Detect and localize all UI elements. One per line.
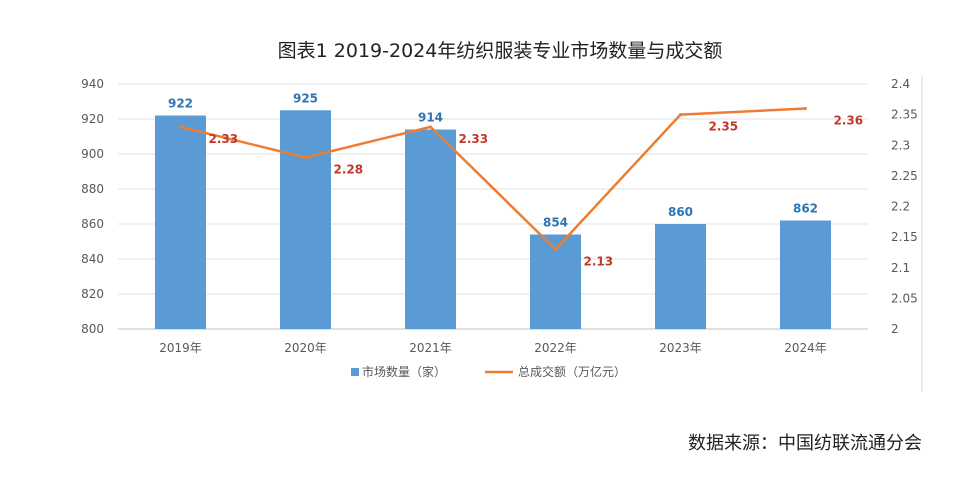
- right-axis-ticks: 2 2.05 2.1 2.15 2.2 2.25 2.3 2.35 2.4: [891, 77, 918, 336]
- line-value-label: 2.36: [834, 114, 864, 128]
- legend-bar-swatch: [351, 368, 359, 376]
- line-value-label: 2.33: [209, 132, 239, 146]
- category-labels: 2019年 2020年 2021年 2022年 2023年 2024年: [159, 341, 827, 355]
- line-point: [179, 125, 182, 129]
- left-tick-label: 860: [81, 217, 104, 231]
- bar: [405, 129, 456, 329]
- line-value-label: 2.28: [334, 163, 364, 177]
- line-point: [554, 247, 557, 251]
- line-point: [429, 125, 432, 129]
- line-point: [804, 107, 807, 110]
- source-note: 数据来源：中国纺联流通分会: [688, 433, 922, 454]
- right-tick-label: 2.4: [891, 77, 910, 91]
- left-tick-label: 800: [81, 322, 104, 336]
- line-point: [304, 156, 307, 159]
- right-tick-label: 2: [891, 322, 899, 336]
- line-value-label: 2.35: [709, 120, 739, 134]
- category-label: 2019年: [159, 341, 202, 355]
- category-label: 2021年: [409, 341, 452, 355]
- bar: [655, 224, 706, 329]
- bar-value-label: 860: [668, 205, 693, 219]
- legend: 市场数量（家） 总成交额（万亿元）: [351, 364, 626, 379]
- category-label: 2023年: [659, 341, 702, 355]
- bar-value-label: 862: [793, 202, 818, 216]
- line-path: [180, 107, 806, 251]
- right-tick-label: 2.05: [891, 291, 918, 305]
- right-tick-label: 2.35: [891, 108, 918, 122]
- bar: [280, 110, 331, 329]
- legend-bar-label: 市场数量（家）: [362, 364, 446, 379]
- bar-value-label: 854: [543, 216, 568, 230]
- left-tick-label: 840: [81, 252, 104, 266]
- bar: [780, 220, 831, 329]
- left-tick-label: 900: [81, 147, 104, 161]
- category-label: 2022年: [534, 341, 577, 355]
- left-tick-label: 940: [81, 77, 104, 91]
- bar-value-label: 922: [168, 97, 193, 111]
- left-tick-label: 920: [81, 112, 104, 126]
- category-label: 2024年: [784, 341, 827, 355]
- bar: [155, 115, 206, 329]
- category-label: 2020年: [284, 341, 327, 355]
- gridlines: [118, 83, 868, 330]
- right-tick-label: 2.25: [891, 169, 918, 183]
- legend-line-label: 总成交额（万亿元）: [518, 364, 626, 379]
- right-tick-label: 2.3: [891, 138, 910, 152]
- line-series: 2.33 2.28 2.33 2.13 2.35 2.36: [179, 107, 863, 268]
- line-point: [679, 113, 682, 117]
- bar-value-label: 914: [418, 111, 443, 125]
- line-value-label: 2.33: [459, 132, 489, 146]
- bar-value-label: 925: [293, 91, 318, 105]
- bar-series: 922 925 914 854 860 862: [155, 91, 831, 329]
- left-tick-label: 820: [81, 287, 104, 301]
- left-tick-label: 880: [81, 182, 104, 196]
- right-tick-label: 2.1: [891, 261, 910, 275]
- right-tick-label: 2.2: [891, 200, 910, 214]
- chart-title: 图表1 2019-2024年纺织服装专业市场数量与成交额: [278, 40, 723, 62]
- line-value-label: 2.13: [584, 254, 614, 268]
- left-axis-ticks: 800 820 840 860 880 900 920 940: [81, 77, 104, 336]
- right-tick-label: 2.15: [891, 230, 918, 244]
